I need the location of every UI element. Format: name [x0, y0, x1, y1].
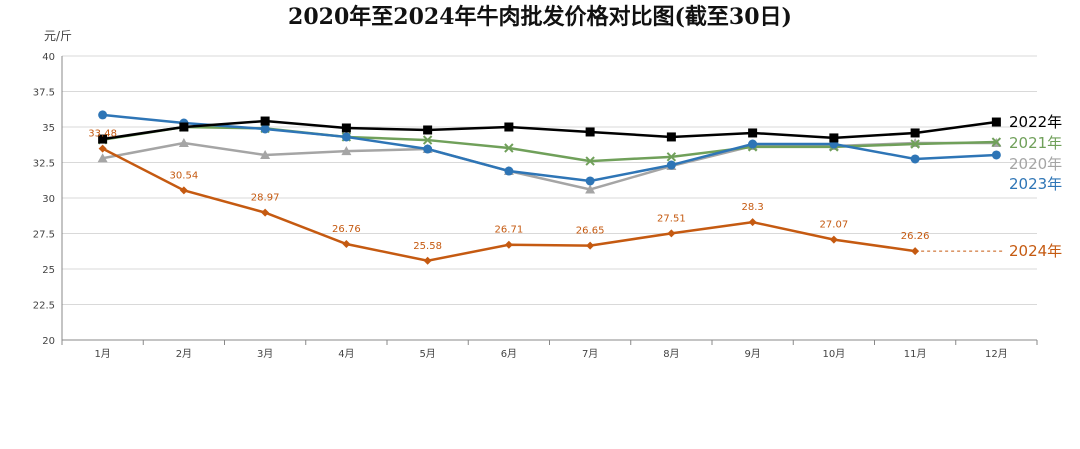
- data-point: [910, 128, 920, 138]
- x-tick-label: 9月: [744, 348, 760, 360]
- data-label: 28.3: [741, 202, 763, 213]
- series-label: 2022年: [1009, 113, 1062, 131]
- data-point: [585, 156, 595, 166]
- series-label: 2023年: [1009, 175, 1062, 193]
- data-point: [585, 127, 595, 137]
- y-tick-label: 35: [42, 123, 55, 134]
- data-point: [97, 153, 108, 163]
- x-tick-label: 10月: [823, 348, 846, 360]
- y-tick-label: 22.5: [33, 301, 55, 312]
- data-point: [423, 144, 433, 154]
- data-point: [504, 143, 514, 153]
- data-point: [910, 139, 920, 149]
- data-point: [341, 146, 352, 156]
- y-tick-label: 20: [42, 336, 55, 347]
- series-2023年: 2023年: [98, 110, 1062, 193]
- data-point: [748, 128, 758, 138]
- series-label: 2020年: [1009, 155, 1062, 173]
- data-label: 26.76: [332, 224, 361, 235]
- data-point: [423, 125, 433, 135]
- data-point: [504, 122, 514, 132]
- data-point: [829, 235, 838, 244]
- data-label: 27.51: [657, 213, 686, 224]
- data-point: [179, 122, 189, 132]
- x-tick-label: 8月: [663, 348, 679, 360]
- data-label: 30.54: [170, 170, 199, 181]
- y-tick-label: 27.5: [33, 230, 55, 241]
- data-point: [98, 110, 108, 120]
- data-point: [667, 229, 676, 238]
- series-label: 2021年: [1009, 134, 1062, 152]
- series-2022年: 2022年: [98, 113, 1062, 144]
- series-line: [102, 119, 997, 141]
- data-point: [666, 160, 676, 170]
- data-point: [260, 116, 270, 126]
- data-point: [991, 150, 1001, 160]
- data-point: [98, 144, 107, 153]
- x-tick-label: 4月: [338, 348, 354, 360]
- data-label: 25.58: [413, 241, 442, 252]
- y-tick-label: 40: [42, 52, 55, 63]
- data-point: [341, 123, 351, 133]
- data-point: [585, 184, 596, 194]
- data-point: [342, 240, 351, 249]
- data-point: [422, 135, 433, 145]
- x-tick-label: 6月: [501, 348, 517, 360]
- data-point: [666, 132, 676, 142]
- x-tick-label: 12月: [985, 348, 1008, 360]
- y-tick-label: 25: [42, 265, 55, 276]
- y-tick-label: 30: [42, 194, 55, 205]
- data-point: [178, 138, 189, 148]
- data-label: 28.97: [251, 193, 280, 204]
- x-tick-label: 7月: [582, 348, 598, 360]
- y-axis-label: 元/斤: [44, 29, 72, 43]
- data-point: [179, 186, 188, 195]
- data-label: 27.07: [820, 220, 849, 231]
- data-point: [341, 132, 351, 142]
- data-point: [748, 139, 758, 149]
- data-point: [423, 256, 432, 265]
- series-line: [102, 113, 997, 183]
- data-point: [504, 166, 514, 176]
- data-point: [991, 137, 1002, 147]
- data-point: [666, 152, 677, 162]
- data-point: [98, 134, 108, 144]
- data-point: [910, 154, 920, 164]
- data-point: [911, 247, 920, 256]
- y-tick-label: 37.5: [33, 88, 55, 99]
- data-point: [504, 240, 513, 249]
- data-label: 26.71: [495, 225, 524, 236]
- data-point: [748, 218, 757, 227]
- data-point: [991, 117, 1001, 127]
- data-point: [586, 241, 595, 250]
- data-point: [585, 176, 595, 186]
- data-label: 33.48: [88, 129, 117, 140]
- data-point: [260, 124, 270, 134]
- y-tick-label: 32.5: [33, 159, 55, 170]
- x-tick-label: 2月: [176, 348, 192, 360]
- x-tick-label: 11月: [904, 348, 927, 360]
- data-label: 26.65: [576, 226, 605, 237]
- chart-title: 2020年至2024年牛肉批发价格对比图(截至30日): [288, 4, 792, 30]
- data-label: 26.26: [901, 231, 930, 242]
- series-2024年: 33.48 30.54 28.97 26.76 25.58 26.71 26.65 27.51…: [88, 129, 1062, 265]
- x-tick-label: 3月: [257, 348, 273, 360]
- x-tick-label: 5月: [419, 348, 435, 360]
- series-label: 2024年: [1009, 242, 1062, 260]
- data-point: [261, 208, 270, 217]
- data-point: [260, 149, 271, 159]
- x-tick-label: 1月: [94, 348, 110, 360]
- data-point: [829, 133, 839, 143]
